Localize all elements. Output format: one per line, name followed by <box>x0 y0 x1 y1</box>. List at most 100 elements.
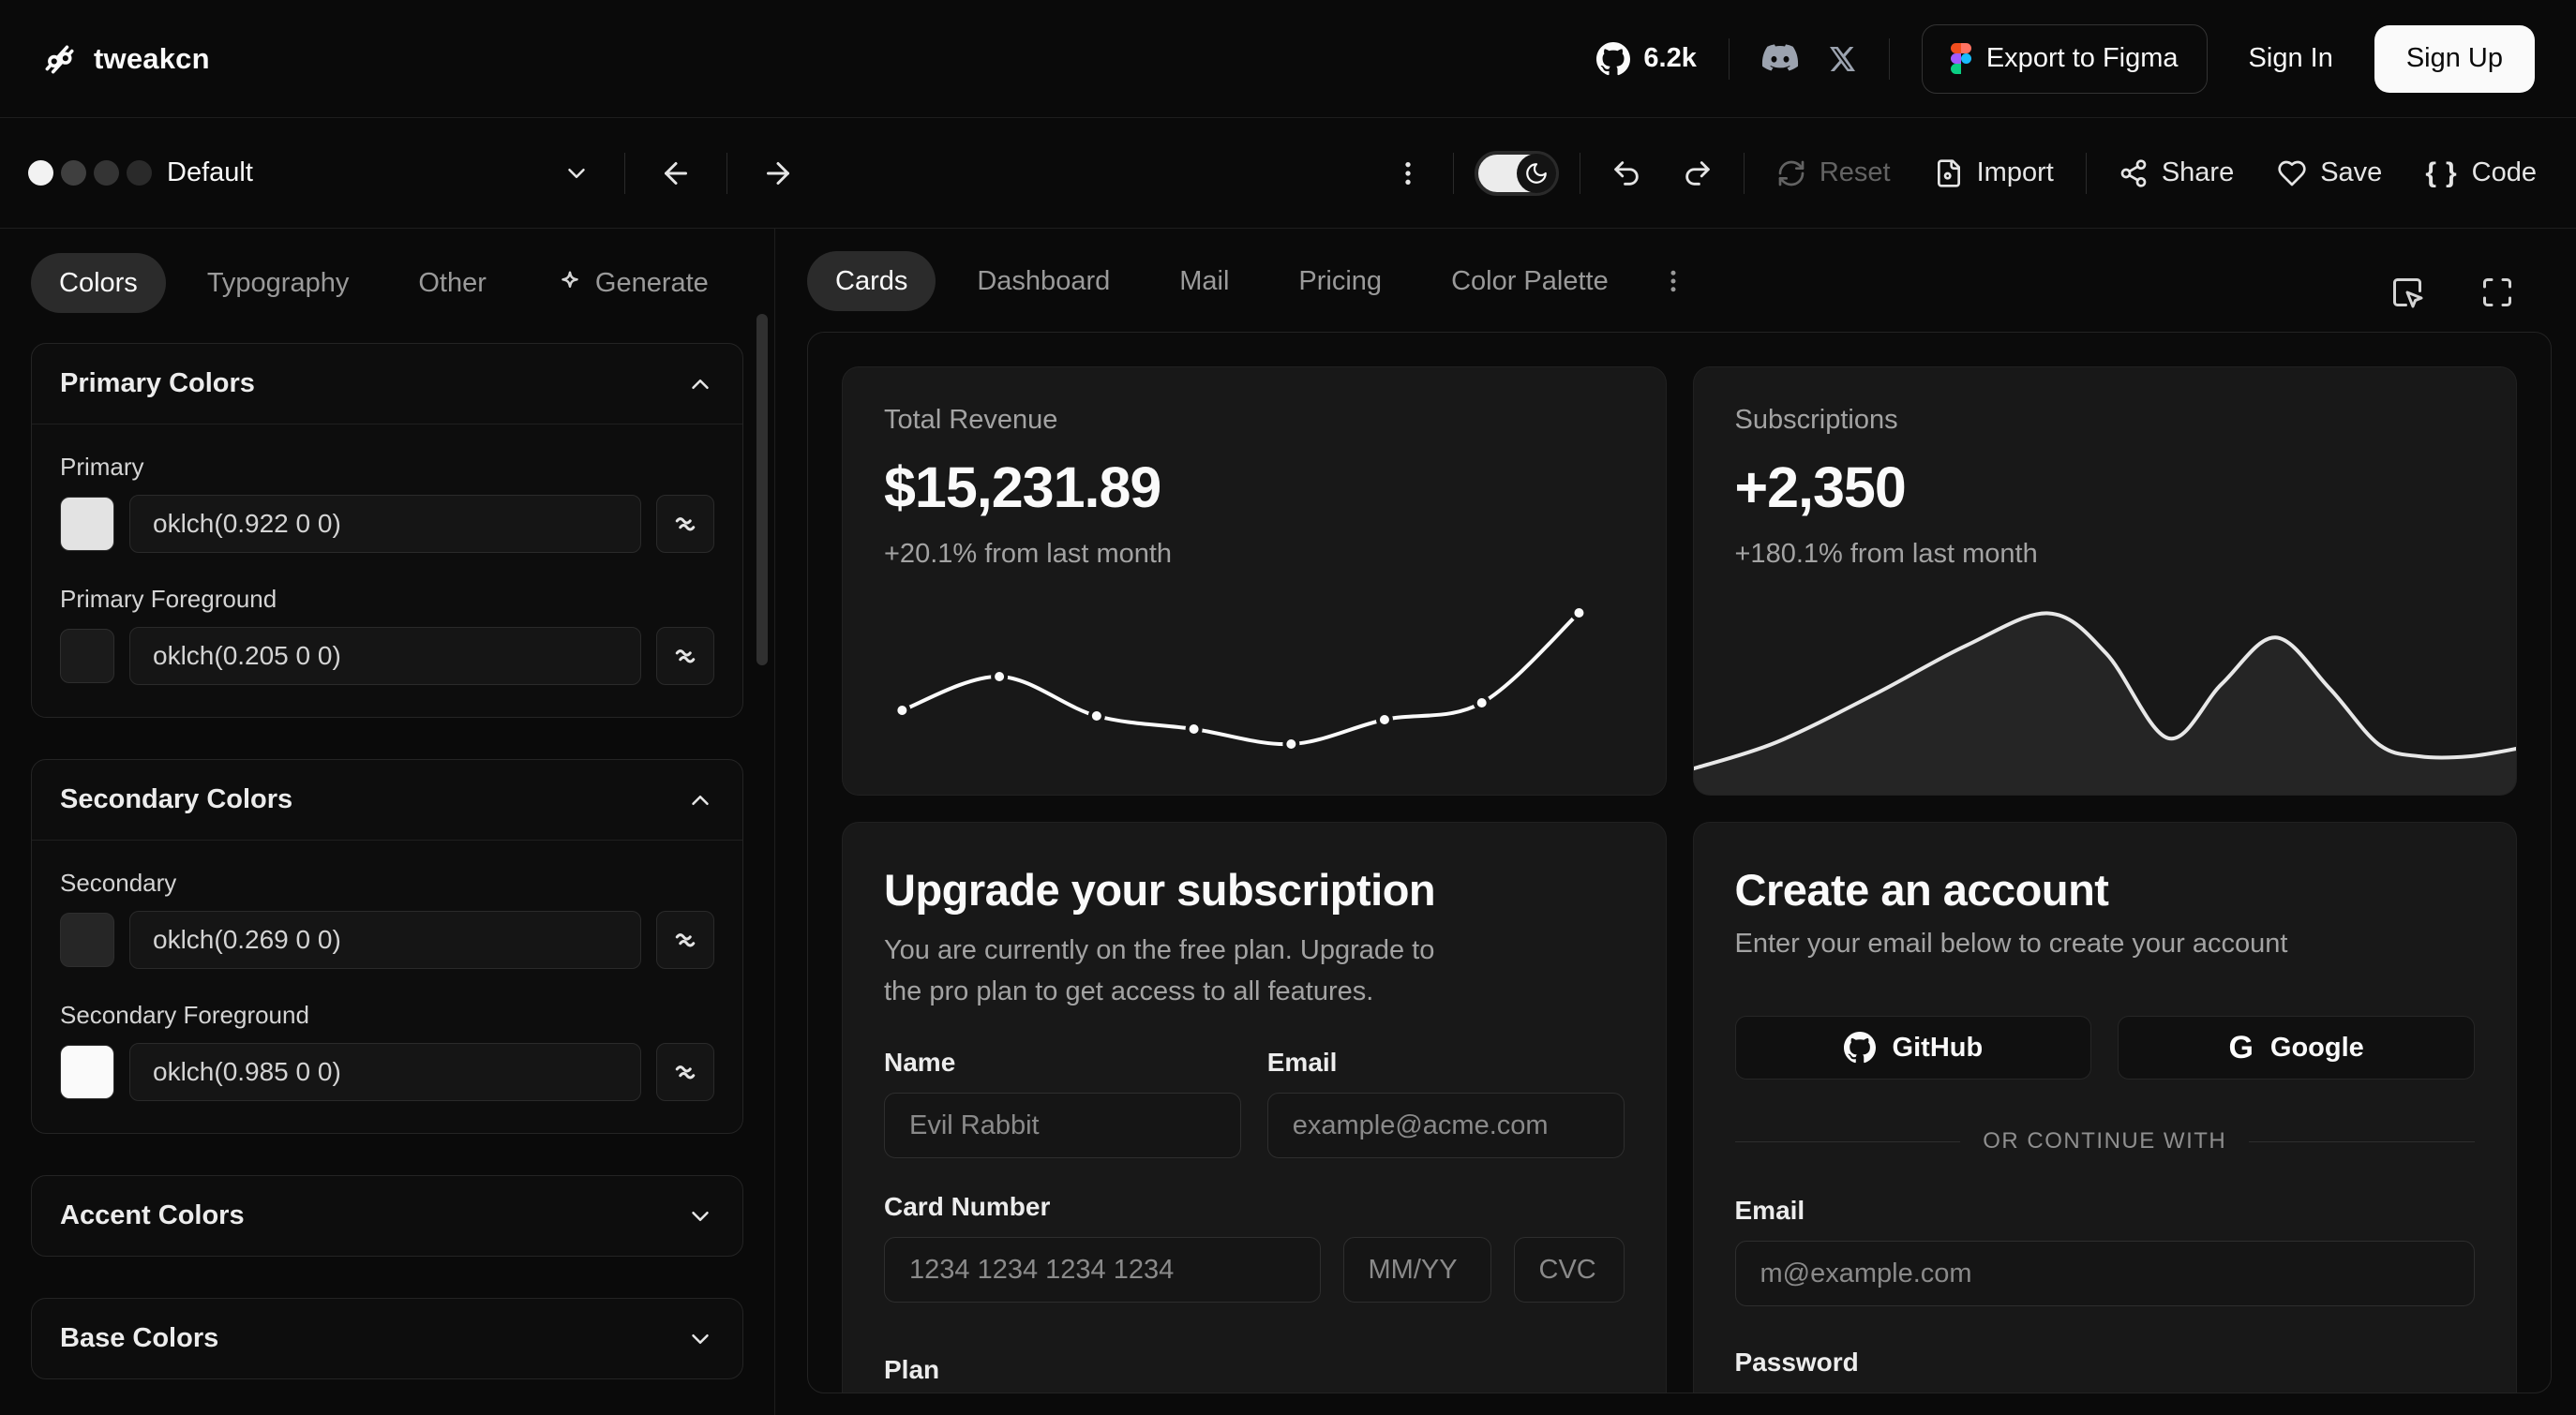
share-button[interactable]: Share <box>2107 150 2245 196</box>
email-field[interactable] <box>1266 1093 1625 1158</box>
section-accent-colors-header[interactable]: Accent Colors <box>32 1176 742 1256</box>
tab-generate[interactable]: Generate <box>528 253 737 313</box>
color-adjust-button[interactable] <box>656 1043 714 1101</box>
signup-email-field[interactable] <box>1734 1241 2475 1306</box>
sign-in-button[interactable]: Sign In <box>2239 43 2343 74</box>
name-field[interactable] <box>884 1093 1241 1158</box>
color-swatch-primary-foreground[interactable] <box>60 629 114 683</box>
chevron-up-icon <box>686 370 714 398</box>
chevron-down-icon[interactable] <box>553 150 600 197</box>
sidebar-scrollbar[interactable] <box>756 314 768 665</box>
x-twitter-icon[interactable] <box>1827 44 1857 74</box>
inspect-mode-icon[interactable] <box>2381 266 2434 319</box>
tab-colors[interactable]: Colors <box>31 253 166 313</box>
tab-other[interactable]: Other <box>390 253 515 313</box>
tab-cards[interactable]: Cards <box>807 251 936 311</box>
color-swatch-secondary-foreground[interactable] <box>60 1045 114 1099</box>
waves-icon <box>671 642 699 670</box>
dark-mode-toggle[interactable] <box>1474 150 1559 196</box>
section-base-colors: Base Colors <box>31 1298 743 1379</box>
more-tabs-button[interactable] <box>1650 258 1697 305</box>
section-primary-colors: Primary Colors Primary Primary Foregroun… <box>31 343 743 718</box>
tab-pricing[interactable]: Pricing <box>1270 251 1410 311</box>
theme-toolbar: Default <box>0 118 2576 229</box>
tweakcn-logo-icon <box>41 41 77 77</box>
section-title: Secondary Colors <box>60 784 293 814</box>
card-description: You are currently on the free plan. Upgr… <box>884 935 1435 1006</box>
color-swatch-secondary[interactable] <box>60 913 114 967</box>
section-secondary-colors: Secondary Colors Secondary Secondary For… <box>31 759 743 1134</box>
more-options-button[interactable] <box>1384 149 1432 198</box>
color-value-primary[interactable] <box>129 495 641 553</box>
app-title: tweakcn <box>94 41 210 75</box>
chevron-down-icon <box>686 1202 714 1230</box>
tab-color-palette[interactable]: Color Palette <box>1423 251 1637 311</box>
header-divider <box>1728 37 1730 80</box>
toolbar-divider <box>2085 152 2087 194</box>
github-stars[interactable]: 6.2k <box>1596 41 1697 76</box>
card-expiry-field[interactable] <box>1342 1237 1491 1303</box>
cards-demo-container: Total Revenue $15,231.89 +20.1% from las… <box>807 332 2552 1393</box>
plan-label: Plan <box>884 1355 940 1384</box>
theme-dot-3 <box>94 160 119 186</box>
card-number-field[interactable] <box>884 1237 1321 1303</box>
discord-icon[interactable] <box>1761 43 1799 74</box>
color-value-secondary[interactable] <box>129 911 641 969</box>
revenue-line-chart <box>893 604 1588 752</box>
card-cvc-field[interactable] <box>1513 1237 1625 1303</box>
theme-dot-1 <box>28 160 53 186</box>
section-primary-colors-header[interactable]: Primary Colors <box>32 344 742 424</box>
color-swatch-primary[interactable] <box>60 497 114 551</box>
brand[interactable]: tweakcn <box>41 41 210 77</box>
tab-dashboard[interactable]: Dashboard <box>949 251 1138 311</box>
import-button[interactable]: Import <box>1923 150 2065 196</box>
theme-selector[interactable]: Default <box>28 150 600 197</box>
theme-control-panel: Colors Typography Other Generate Primary… <box>0 229 775 1415</box>
waves-icon <box>671 510 699 538</box>
section-secondary-colors-header[interactable]: Secondary Colors <box>32 760 742 840</box>
share-icon <box>2119 158 2149 188</box>
code-button[interactable]: { } Code <box>2414 150 2548 197</box>
prev-theme-button[interactable] <box>650 147 702 200</box>
github-star-count: 6.2k <box>1643 43 1697 73</box>
github-oauth-button[interactable]: GitHub <box>1734 1016 2092 1080</box>
refresh-icon <box>1776 158 1806 188</box>
theme-name: Default <box>167 157 253 187</box>
card-title: Total Revenue <box>884 405 1058 435</box>
field-label-secondary-foreground: Secondary Foreground <box>60 1001 309 1029</box>
export-to-figma-button[interactable]: Export to Figma <box>1921 23 2208 94</box>
google-oauth-label: Google <box>2269 1032 2364 1063</box>
theme-dot-4 <box>127 160 152 186</box>
save-button[interactable]: Save <box>2266 150 2393 196</box>
github-icon <box>1843 1032 1876 1064</box>
next-theme-button[interactable] <box>752 147 804 200</box>
export-to-figma-label: Export to Figma <box>1985 43 2179 73</box>
subscriptions-change: +180.1% from last month <box>1734 539 2038 569</box>
section-base-colors-header[interactable]: Base Colors <box>32 1299 742 1378</box>
reset-button[interactable]: Reset <box>1765 150 1902 196</box>
redo-button[interactable] <box>1672 148 1723 199</box>
color-adjust-button[interactable] <box>656 495 714 553</box>
braces-icon: { } <box>2425 156 2459 188</box>
heart-icon <box>2277 158 2307 188</box>
theme-color-dots <box>28 160 152 186</box>
upgrade-subscription-card: Upgrade your subscription You are curren… <box>842 822 1667 1393</box>
revenue-change: +20.1% from last month <box>884 539 1173 569</box>
color-value-primary-foreground[interactable] <box>129 627 641 685</box>
header-divider <box>1888 37 1890 80</box>
sign-up-button[interactable]: Sign Up <box>2374 24 2535 93</box>
tab-mail[interactable]: Mail <box>1151 251 1257 311</box>
code-label: Code <box>2471 157 2537 187</box>
import-label: Import <box>1976 157 2054 187</box>
tab-typography[interactable]: Typography <box>179 253 378 313</box>
color-adjust-button[interactable] <box>656 911 714 969</box>
color-adjust-button[interactable] <box>656 627 714 685</box>
color-value-secondary-foreground[interactable] <box>129 1043 641 1101</box>
toolbar-divider <box>1743 152 1745 194</box>
undo-button[interactable] <box>1601 148 1652 199</box>
fullscreen-icon[interactable] <box>2471 266 2524 319</box>
create-account-card: Create an account Enter your email below… <box>1692 822 2517 1393</box>
google-oauth-button[interactable]: G Google <box>2118 1016 2475 1080</box>
section-title: Primary Colors <box>60 368 255 398</box>
or-divider: OR CONTINUE WITH <box>1734 1128 2476 1154</box>
